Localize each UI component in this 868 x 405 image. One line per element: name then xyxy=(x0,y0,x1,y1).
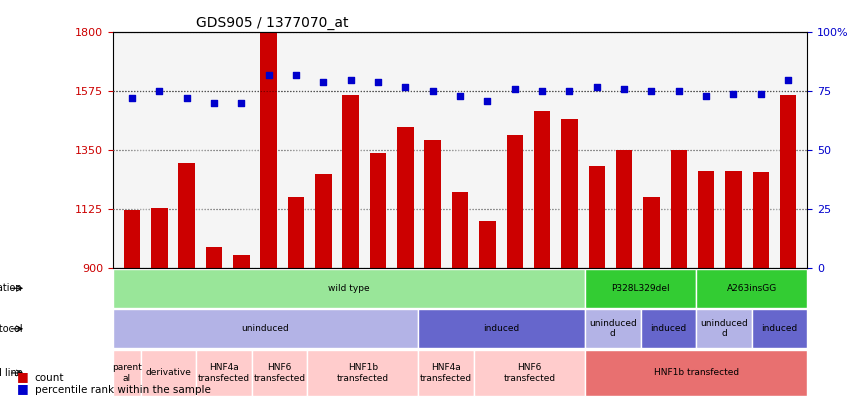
Point xyxy=(781,76,795,83)
Text: percentile rank within the sample: percentile rank within the sample xyxy=(35,385,211,395)
FancyBboxPatch shape xyxy=(474,350,585,396)
Text: HNF4a
transfected: HNF4a transfected xyxy=(420,363,472,383)
Bar xyxy=(179,163,194,268)
Text: ■: ■ xyxy=(17,370,30,383)
Bar xyxy=(643,197,660,268)
Bar xyxy=(726,171,741,268)
Text: parent
al: parent al xyxy=(112,363,141,383)
Text: A263insGG: A263insGG xyxy=(727,284,777,293)
FancyBboxPatch shape xyxy=(418,350,474,396)
Bar xyxy=(534,111,550,268)
Text: HNF6
transfected: HNF6 transfected xyxy=(503,363,556,383)
Text: uninduced
d: uninduced d xyxy=(589,319,637,339)
Point xyxy=(699,93,713,99)
Text: wild type: wild type xyxy=(328,284,370,293)
Text: cell line: cell line xyxy=(0,368,23,378)
FancyBboxPatch shape xyxy=(696,269,807,308)
Bar xyxy=(151,208,168,268)
Point xyxy=(234,100,248,107)
FancyBboxPatch shape xyxy=(113,350,141,396)
Text: GDS905 / 1377070_at: GDS905 / 1377070_at xyxy=(196,16,349,30)
Bar xyxy=(124,211,140,268)
Point xyxy=(262,72,276,78)
Text: induced: induced xyxy=(483,324,520,333)
Bar xyxy=(616,150,632,268)
Text: HNF1b transfected: HNF1b transfected xyxy=(654,369,739,377)
Text: uninduced: uninduced xyxy=(241,324,290,333)
Text: ■: ■ xyxy=(17,382,30,395)
Point xyxy=(672,88,686,94)
Text: uninduced
d: uninduced d xyxy=(700,319,748,339)
FancyBboxPatch shape xyxy=(585,309,641,348)
Point xyxy=(480,98,494,104)
Point xyxy=(372,79,385,85)
Text: genotype/variation: genotype/variation xyxy=(0,283,23,293)
Text: count: count xyxy=(35,373,64,383)
Text: induced: induced xyxy=(650,324,687,333)
FancyBboxPatch shape xyxy=(641,309,696,348)
Point xyxy=(426,88,440,94)
Point xyxy=(344,76,358,83)
Bar xyxy=(260,32,277,268)
Text: HNF1b
transfected: HNF1b transfected xyxy=(337,363,389,383)
Point xyxy=(453,93,467,99)
Bar xyxy=(562,119,577,268)
Bar xyxy=(479,221,496,268)
Point xyxy=(289,72,303,78)
Point xyxy=(644,88,658,94)
Text: HNF6
transfected: HNF6 transfected xyxy=(253,363,306,383)
FancyBboxPatch shape xyxy=(113,269,585,308)
Text: derivative: derivative xyxy=(146,369,191,377)
Point xyxy=(753,90,767,97)
FancyBboxPatch shape xyxy=(696,309,752,348)
FancyBboxPatch shape xyxy=(585,269,696,308)
Point xyxy=(317,79,331,85)
FancyBboxPatch shape xyxy=(141,350,196,396)
Point xyxy=(727,90,740,97)
FancyBboxPatch shape xyxy=(585,350,807,396)
Text: HNF4a
transfected: HNF4a transfected xyxy=(198,363,250,383)
Text: protocol: protocol xyxy=(0,324,23,334)
Bar xyxy=(233,255,249,268)
Bar xyxy=(452,192,468,268)
FancyBboxPatch shape xyxy=(113,309,418,348)
FancyBboxPatch shape xyxy=(418,309,585,348)
FancyBboxPatch shape xyxy=(196,350,252,396)
Bar xyxy=(315,174,332,268)
Bar xyxy=(398,127,413,268)
Bar xyxy=(507,134,523,268)
Bar xyxy=(288,197,304,268)
Bar xyxy=(780,95,796,268)
FancyBboxPatch shape xyxy=(252,350,307,396)
Point xyxy=(589,83,603,90)
Point xyxy=(562,88,576,94)
FancyBboxPatch shape xyxy=(752,309,807,348)
Bar xyxy=(698,171,714,268)
Bar xyxy=(424,140,441,268)
Point xyxy=(125,95,139,102)
Bar xyxy=(671,150,687,268)
FancyBboxPatch shape xyxy=(307,350,418,396)
Point xyxy=(398,83,412,90)
Bar xyxy=(343,95,358,268)
Point xyxy=(207,100,221,107)
Bar xyxy=(589,166,605,268)
Point xyxy=(180,95,194,102)
Bar xyxy=(206,247,222,268)
Bar xyxy=(370,153,386,268)
Point xyxy=(617,86,631,92)
Point xyxy=(153,88,167,94)
Text: induced: induced xyxy=(761,324,798,333)
Point xyxy=(535,88,549,94)
Text: P328L329del: P328L329del xyxy=(611,284,670,293)
Point xyxy=(508,86,522,92)
Bar xyxy=(753,173,769,268)
